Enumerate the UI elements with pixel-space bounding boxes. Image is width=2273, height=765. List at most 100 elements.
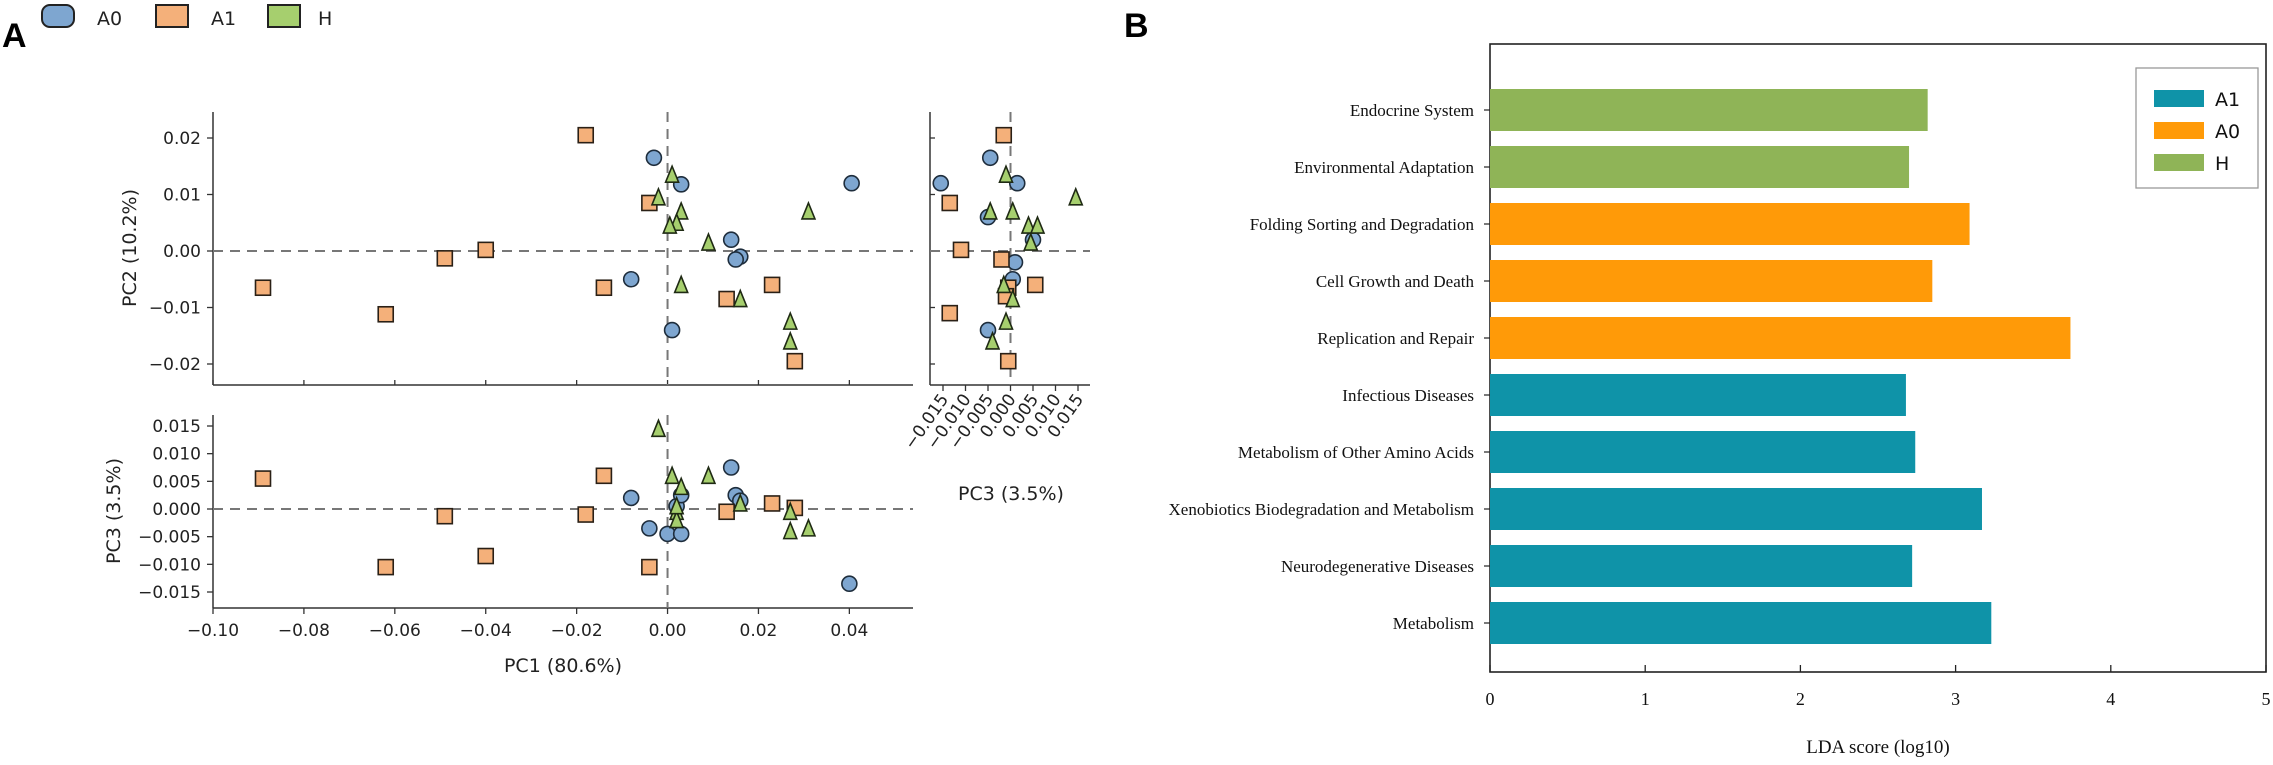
- pc1-pc2-point-h: [662, 214, 678, 234]
- pc3-pc2-point-h: [998, 164, 1014, 184]
- pc3-pc2-point-a1: [993, 251, 1010, 268]
- pc1-x-tick-label: 0.02: [740, 621, 778, 641]
- pc3-y-tick-label: −0.010: [138, 555, 201, 575]
- lda-bar-metabolism-of-other-amino-acids: [1490, 431, 1916, 473]
- pc3-y-tick-label: −0.015: [138, 583, 201, 603]
- lda-category-label: Cell Growth and Death: [1316, 272, 1475, 291]
- lda-bar-chart: 0 1 2 3 4 5 Endocrine System Environmental Ada…: [1169, 43, 2271, 758]
- pc1-pc2-point-a0: [843, 174, 860, 192]
- pc1-pc2-point-a1: [254, 279, 272, 297]
- lda-category-label: Neurodegenerative Diseases: [1281, 557, 1474, 576]
- pc1-pc2-point-a1: [595, 279, 613, 297]
- pc1-x-tick-label: −0.04: [460, 621, 512, 641]
- pc3-pc2-point-a1: [1026, 276, 1044, 294]
- pc1-pc2-point-h: [782, 310, 798, 330]
- pc3-y-tick-label: 0.005: [152, 472, 201, 492]
- lda-x-tick-label: 4: [2106, 689, 2115, 709]
- pc2-y-tick-label: −0.02: [149, 355, 201, 375]
- pc1-pc3-point-h: [700, 465, 717, 485]
- lda-bar-neurodegenerative-diseases: [1490, 545, 1913, 587]
- pc1-pc3-point-a1: [377, 558, 395, 576]
- pc3-pc2-point-h: [1020, 214, 1037, 234]
- pc3-y-tick-label: −0.005: [138, 528, 201, 548]
- pc3-pc2-point-a1: [941, 194, 959, 212]
- legend-a1-swatch: [155, 4, 189, 28]
- pc2-y-tick-label: 0.02: [163, 129, 201, 149]
- pc3-axis-title-left: PC3 (3.5%): [103, 458, 125, 564]
- pc1-pc3-point-h: [668, 495, 685, 515]
- lda-category-label: Environmental Adaptation: [1294, 158, 1474, 177]
- lda-legend-a1-label: A1: [2215, 89, 2240, 111]
- legend-a0-swatch: [41, 4, 75, 28]
- panel-b-letter: B: [1124, 7, 1149, 45]
- pc1-pc2-point-h: [673, 274, 689, 294]
- pc1-pc3-point-a1: [763, 495, 781, 512]
- pc1-pc3-point-a0: [622, 489, 640, 507]
- lda-category-label: Metabolism of Other Amino Acids: [1238, 443, 1474, 462]
- lda-category-label: Metabolism: [1393, 614, 1474, 633]
- lda-x-tick-label: 1: [1641, 689, 1650, 709]
- pc1-pc3-point-h: [664, 465, 680, 485]
- pc3-pc2-point-a0: [932, 174, 950, 192]
- pc1-pc3-point-h: [732, 492, 748, 512]
- lda-bar-metabolism: [1490, 602, 1992, 644]
- pc1-pc2-point-h: [650, 186, 667, 206]
- pc2-y-tick-label: 0.00: [163, 242, 201, 262]
- pc1-pc3-point-h: [782, 520, 798, 540]
- pc1-pc2-point-a1: [436, 250, 454, 267]
- lda-category-label: Endocrine System: [1350, 101, 1474, 120]
- pc3-pc2-point-h: [998, 310, 1014, 330]
- lda-bar-folding-sorting-and-degradation: [1490, 203, 1970, 245]
- pc1-x-tick-label: 0.04: [830, 621, 868, 641]
- pca-plot-pc1-pc2: −0.02 −0.01 0.00 0.01 0.02 PC2 (10.2%): [119, 112, 913, 386]
- pc1-pc2-point-h: [782, 330, 798, 350]
- lda-bar-replication-and-repair: [1490, 317, 2071, 359]
- pc1-pc2-point-a0: [645, 149, 663, 167]
- pc1-pc2-point-h: [673, 200, 689, 220]
- lda-legend: A1 A0 H: [2135, 67, 2259, 189]
- pc1-pc2-point-a1: [718, 290, 735, 308]
- pc3-pc2-point-a0: [1008, 174, 1026, 192]
- pc1-pc3-point-a0: [659, 525, 676, 543]
- pc1-pc2-point-h: [664, 164, 680, 184]
- pc1-pc3-point-a1: [477, 547, 495, 565]
- lda-legend-a0-swatch: [2154, 122, 2204, 139]
- lda-bar-environmental-adaptation: [1490, 146, 1910, 188]
- pc1-x-tick-label: −0.02: [551, 621, 603, 641]
- pc1-x-tick-label: −0.10: [187, 621, 239, 641]
- pc1-pc2-point-a1: [477, 241, 495, 259]
- lda-legend-h-swatch: [2154, 154, 2204, 171]
- lda-x-axis-title: LDA score (log10): [1806, 737, 1950, 758]
- panel-a-legend: A0 A1 H: [41, 4, 332, 30]
- pc1-pc3-point-a0: [722, 459, 740, 476]
- lda-x-tick-label: 3: [1951, 689, 1960, 709]
- pc3-axis-title-right: PC3 (3.5%): [958, 483, 1064, 505]
- pc3-pc2-point-a1: [999, 352, 1017, 370]
- pc1-pc3-point-a0: [672, 525, 690, 543]
- pc1-pc3-point-h: [800, 517, 817, 537]
- pc1-pc2-point-a0: [622, 270, 640, 288]
- pc3-y-tick-label: 0.015: [152, 417, 201, 437]
- pc3-y-tick-label: 0.000: [152, 500, 201, 520]
- pc3-pc2-point-h: [982, 200, 998, 220]
- pc1-pc3-point-a0: [841, 575, 858, 593]
- pc1-pc3-point-a1: [718, 503, 735, 521]
- pc3-pc2-point-h: [1029, 214, 1046, 234]
- lda-bar-infectious-diseases: [1490, 374, 1906, 416]
- pc2-axis-title: PC2 (10.2%): [119, 189, 141, 307]
- pc1-pc2-point-a1: [377, 305, 395, 323]
- pc1-pc3-point-h: [782, 501, 798, 521]
- lda-category-label: Xenobiotics Biodegradation and Metabolis…: [1169, 500, 1474, 519]
- lda-category-label: Replication and Repair: [1317, 329, 1474, 348]
- pc1-pc3-point-a1: [254, 470, 272, 487]
- lda-legend-h-label: H: [2215, 153, 2229, 175]
- pc2-y-tick-label: 0.01: [163, 186, 201, 206]
- pc1-pc2-point-a0: [663, 321, 681, 339]
- pc1-pc2-point-a0: [722, 231, 740, 248]
- pc3-pc2-point-a0: [981, 149, 999, 167]
- pc3-pc2-point-h: [984, 330, 1001, 350]
- pc1-pc3-point-a1: [436, 507, 454, 525]
- pc1-pc3-point-h: [668, 509, 685, 529]
